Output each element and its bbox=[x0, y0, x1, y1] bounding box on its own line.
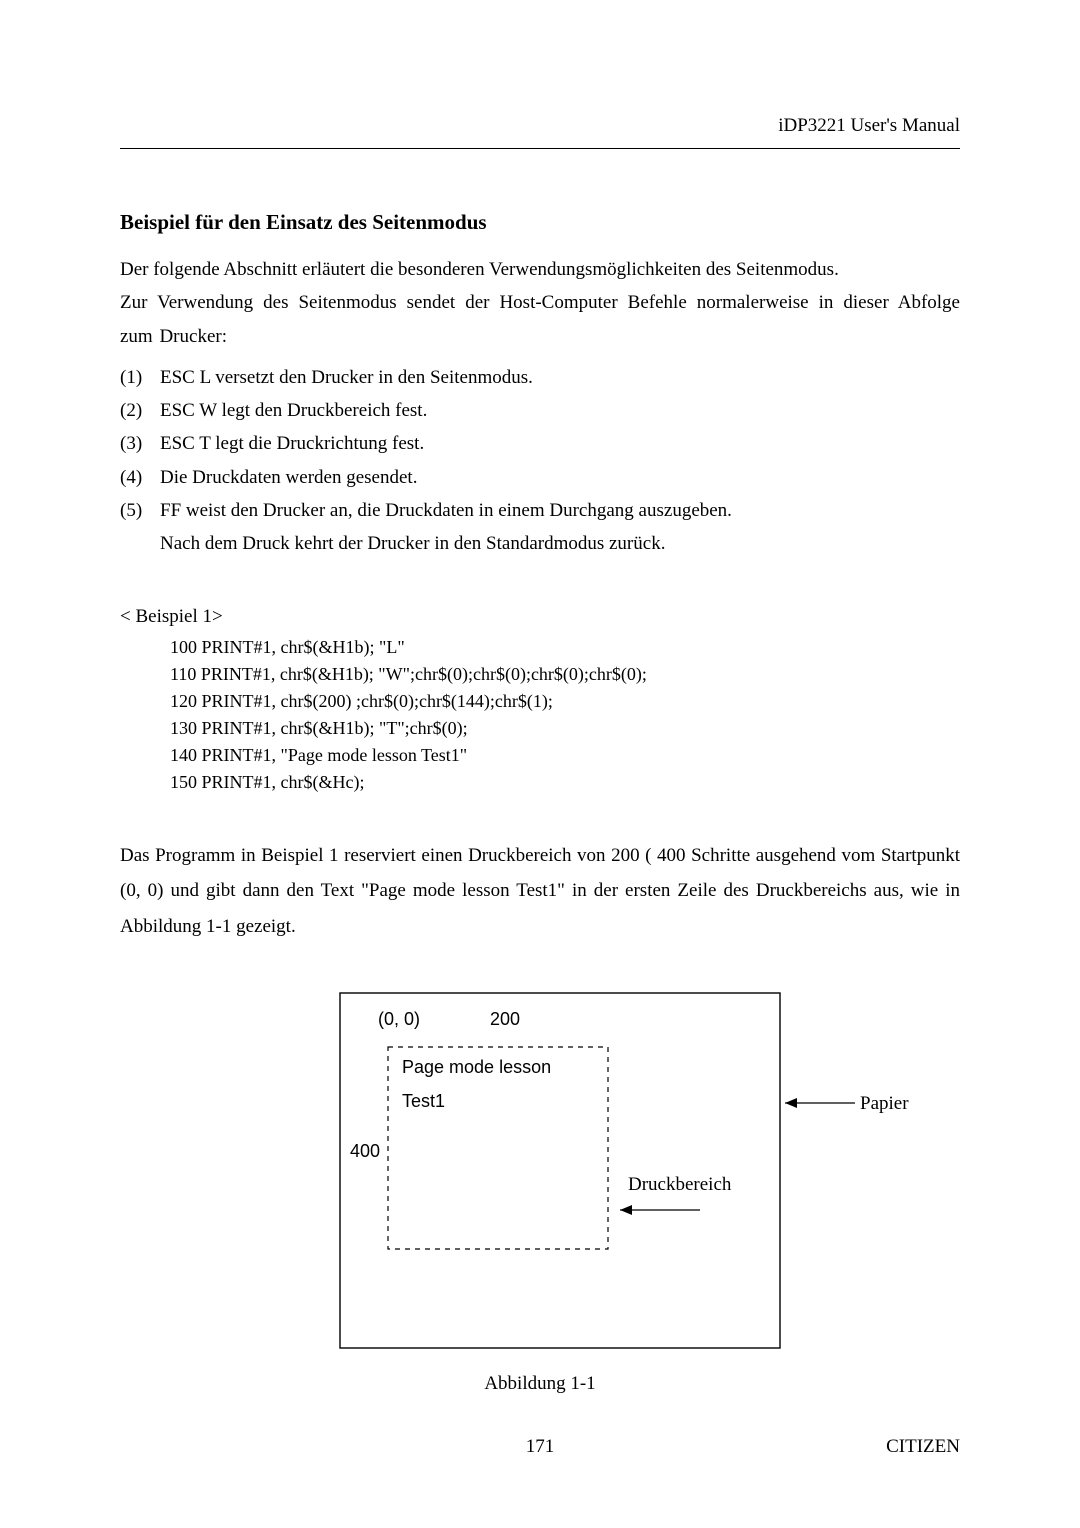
diagram-caption: Abbildung 1-1 bbox=[320, 1373, 760, 1395]
ordered-list: (1) ESC L versetzt den Drucker in den Se… bbox=[120, 361, 960, 561]
code-line: 140 PRINT#1, "Page mode lesson Test1" bbox=[170, 742, 960, 769]
list-number: (1) bbox=[120, 361, 160, 394]
list-text-extra: Nach dem Druck kehrt der Drucker in den … bbox=[160, 527, 960, 560]
width-label: 200 bbox=[490, 1009, 520, 1029]
print-area-arrow-head bbox=[620, 1205, 632, 1215]
list-text: FF weist den Drucker an, die Druckdaten … bbox=[160, 494, 960, 561]
content-area: Beispiel für den Einsatz des Seitenmodus… bbox=[120, 210, 960, 944]
print-area-rect bbox=[388, 1047, 608, 1249]
diagram: (0, 0) 200 Page mode lesson Test1 400 Dr… bbox=[320, 985, 860, 1395]
paper-arrow-head bbox=[785, 1098, 797, 1108]
list-item: (4) Die Druckdaten werden gesendet. bbox=[120, 461, 960, 494]
body-paragraph: Das Programm in Beispiel 1 reserviert ei… bbox=[120, 838, 960, 943]
list-text: ESC T legt die Druckrichtung fest. bbox=[160, 427, 960, 460]
origin-label: (0, 0) bbox=[378, 1009, 420, 1029]
code-line: 110 PRINT#1, chr$(&H1b); "W";chr$(0);chr… bbox=[170, 661, 960, 688]
printed-text-line2: Test1 bbox=[402, 1091, 445, 1111]
code-block: 100 PRINT#1, chr$(&H1b); "L" 110 PRINT#1… bbox=[170, 634, 960, 796]
list-item: (1) ESC L versetzt den Drucker in den Se… bbox=[120, 361, 960, 394]
height-label: 400 bbox=[350, 1141, 380, 1161]
code-line: 150 PRINT#1, chr$(&Hc); bbox=[170, 769, 960, 796]
section-heading: Beispiel für den Einsatz des Seitenmodus bbox=[120, 210, 960, 235]
printed-text-line1: Page mode lesson bbox=[402, 1057, 551, 1077]
list-text: Die Druckdaten werden gesendet. bbox=[160, 461, 960, 494]
example-label: < Beispiel 1> bbox=[120, 606, 960, 628]
code-line: 120 PRINT#1, chr$(200) ;chr$(0);chr$(144… bbox=[170, 688, 960, 715]
paper-label: Papier bbox=[860, 1093, 909, 1115]
page: iDP3221 User's Manual Beispiel für den E… bbox=[0, 0, 1080, 1528]
header-rule bbox=[120, 148, 960, 149]
print-area-label: Druckbereich bbox=[628, 1174, 732, 1195]
list-text: ESC L versetzt den Drucker in den Seiten… bbox=[160, 361, 960, 394]
list-item: (5) FF weist den Drucker an, die Druckda… bbox=[120, 494, 960, 561]
list-text-line: FF weist den Drucker an, die Druckdaten … bbox=[160, 494, 960, 527]
list-item: (2) ESC W legt den Druckbereich fest. bbox=[120, 394, 960, 427]
list-number: (4) bbox=[120, 461, 160, 494]
diagram-svg: (0, 0) 200 Page mode lesson Test1 400 Dr… bbox=[320, 985, 860, 1355]
list-number: (2) bbox=[120, 394, 160, 427]
paper-rect bbox=[340, 993, 780, 1348]
list-item: (3) ESC T legt die Druckrichtung fest. bbox=[120, 427, 960, 460]
footer-brand: CITIZEN bbox=[886, 1436, 960, 1458]
list-text: ESC W legt den Druckbereich fest. bbox=[160, 394, 960, 427]
code-line: 130 PRINT#1, chr$(&H1b); "T";chr$(0); bbox=[170, 715, 960, 742]
code-line: 100 PRINT#1, chr$(&H1b); "L" bbox=[170, 634, 960, 661]
intro-paragraph-1: Der folgende Abschnitt erläutert die bes… bbox=[120, 253, 960, 286]
intro-paragraph-2: Zur Verwendung des Seitenmodus sendet de… bbox=[120, 286, 960, 353]
list-number: (3) bbox=[120, 427, 160, 460]
header-doc-title: iDP3221 User's Manual bbox=[778, 115, 960, 137]
list-number: (5) bbox=[120, 494, 160, 561]
